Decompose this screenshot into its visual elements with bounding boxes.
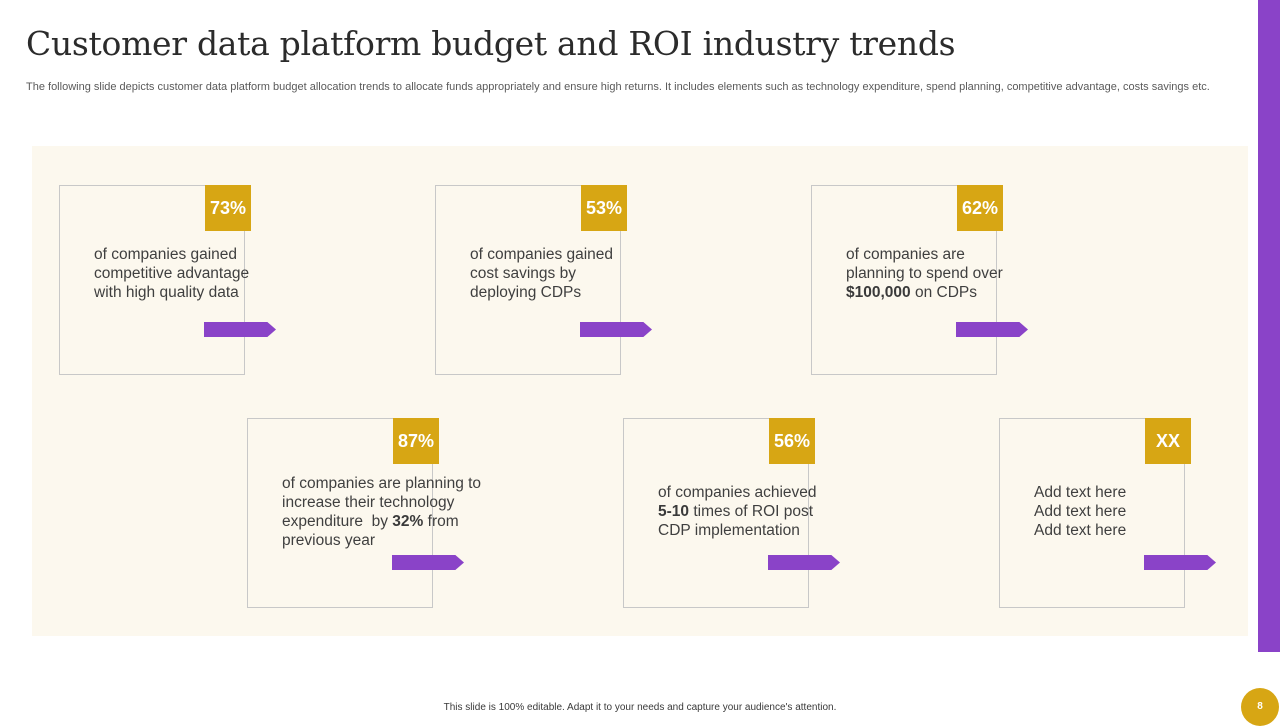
text-line: previous year	[282, 532, 376, 549]
text-line: competitive advantage	[94, 265, 250, 282]
card-frame	[59, 185, 245, 375]
stat-card-competitive-advantage: 73% of companies gained competitive adva…	[59, 185, 276, 375]
stat-card-placeholder: XX Add text here Add text here Add text …	[999, 418, 1216, 608]
text-line: Add text here	[1034, 503, 1127, 520]
stat-description: of companies are planning to spend over …	[846, 245, 1061, 302]
accent-side-bar	[1258, 0, 1280, 652]
arrow-marker	[392, 555, 464, 570]
text-line: deploying CDPs	[470, 284, 582, 301]
page-number-badge: 8	[1241, 688, 1279, 726]
text-line: of companies gained	[470, 246, 614, 263]
arrow-marker	[1144, 555, 1216, 570]
text-line: of companies achieved	[658, 484, 817, 501]
stat-card-spend-planning: 62% of companies are planning to spend o…	[811, 185, 1028, 375]
text-fragment: on CDPs	[910, 284, 977, 301]
text-line: with high quality data	[94, 284, 239, 301]
stat-description: of companies achieved 5-10 times of ROI …	[658, 483, 873, 540]
highlight-value: 5-10	[658, 503, 690, 520]
highlight-value: 32%	[392, 513, 424, 530]
text-fragment: times of ROI post	[689, 503, 814, 520]
text-line: of companies gained	[94, 246, 238, 263]
text-line: Add text here	[1034, 522, 1127, 539]
arrow-marker	[580, 322, 652, 337]
text-line: of companies are	[846, 246, 965, 263]
text-line: planning to spend over	[846, 265, 1003, 282]
card-frame	[247, 418, 433, 608]
text-fragment: expenditure by	[282, 513, 393, 530]
text-line: 5-10 times of ROI post	[658, 502, 873, 521]
stat-badge: 56%	[769, 418, 815, 464]
text-line: cost savings by	[470, 265, 576, 282]
stat-description: Add text here Add text here Add text her…	[1034, 483, 1249, 540]
stat-card-technology-expenditure: 87% of companies are planning to increas…	[247, 418, 481, 608]
text-line: CDP implementation	[658, 522, 800, 539]
stat-badge: 53%	[581, 185, 627, 231]
arrow-marker	[768, 555, 840, 570]
highlight-value: $100,000	[846, 284, 911, 301]
stat-badge: 73%	[205, 185, 251, 231]
slide-description: The following slide depicts customer dat…	[26, 81, 1210, 93]
page-title: Customer data platform budget and ROI in…	[26, 24, 956, 63]
card-frame	[435, 185, 621, 375]
arrow-marker	[204, 322, 276, 337]
stat-badge: 87%	[393, 418, 439, 464]
card-frame	[811, 185, 997, 375]
text-line: expenditure by 32% from	[282, 512, 497, 531]
stat-badge: XX	[1145, 418, 1191, 464]
text-line: $100,000 on CDPs	[846, 283, 1061, 302]
card-frame	[623, 418, 809, 608]
stat-description: of companies are planning to increase th…	[282, 474, 497, 550]
text-line: Add text here	[1034, 484, 1127, 501]
stat-card-roi: 56% of companies achieved 5-10 times of …	[623, 418, 840, 608]
text-line: increase their technology	[282, 494, 455, 511]
stat-badge: 62%	[957, 185, 1003, 231]
text-fragment: from	[423, 513, 459, 530]
arrow-marker	[956, 322, 1028, 337]
stat-card-cost-savings: 53% of companies gained cost savings by …	[435, 185, 652, 375]
stat-description: of companies gained competitive advantag…	[94, 245, 309, 302]
card-frame	[999, 418, 1185, 608]
stat-description: of companies gained cost savings by depl…	[470, 245, 685, 302]
footer-note: This slide is 100% editable. Adapt it to…	[443, 702, 837, 713]
text-line: of companies are planning to	[282, 475, 482, 492]
